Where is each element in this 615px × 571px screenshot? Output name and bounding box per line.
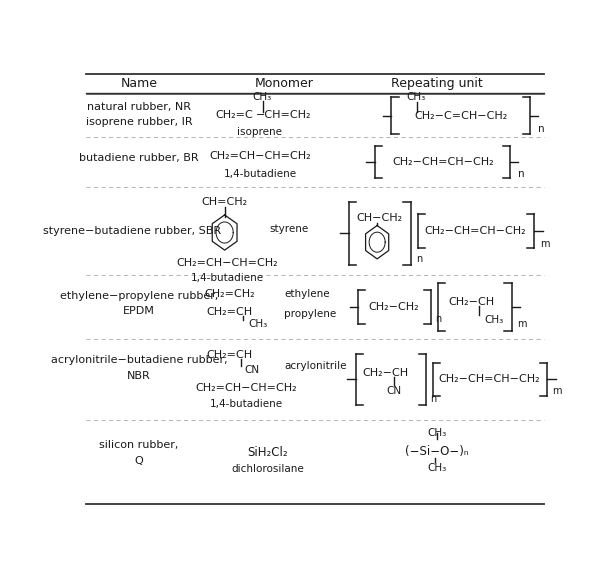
Text: CH=CH₂: CH=CH₂	[202, 197, 248, 207]
Text: CH₂−CH₂: CH₂−CH₂	[368, 302, 419, 312]
Text: Repeating unit: Repeating unit	[391, 77, 483, 90]
Text: CH₂−CH=CH−CH₂: CH₂−CH=CH−CH₂	[392, 157, 494, 167]
Text: CH₃: CH₃	[427, 463, 446, 473]
Text: isoprene rubber, IR: isoprene rubber, IR	[85, 117, 192, 127]
Text: CH₃: CH₃	[427, 428, 446, 437]
Text: n: n	[518, 169, 525, 179]
Text: CH₂=CH: CH₂=CH	[207, 307, 253, 317]
Text: acrylonitrile−butadiene rubber,: acrylonitrile−butadiene rubber,	[50, 356, 227, 365]
Text: m: m	[517, 319, 527, 329]
Text: −CH=CH₂: −CH=CH₂	[255, 110, 311, 120]
Text: CH₂−CH: CH₂−CH	[363, 368, 409, 378]
Text: m: m	[540, 239, 550, 248]
Text: acrylonitrile: acrylonitrile	[284, 361, 347, 371]
Text: CH₂=C: CH₂=C	[215, 110, 253, 120]
Text: isoprene: isoprene	[237, 127, 282, 137]
Text: ethylene−propylene rubber,: ethylene−propylene rubber,	[60, 291, 218, 301]
Text: CH₂=CH−CH=CH₂: CH₂=CH−CH=CH₂	[196, 383, 297, 393]
Text: CN: CN	[245, 365, 260, 375]
Text: CH₃: CH₃	[248, 319, 268, 329]
Text: SiH₂Cl₂: SiH₂Cl₂	[247, 446, 288, 459]
Text: CH₂=CH−CH=CH₂: CH₂=CH−CH=CH₂	[177, 258, 278, 268]
Text: CH₂=CH₂: CH₂=CH₂	[204, 288, 255, 299]
Text: m: m	[552, 386, 561, 396]
Text: propylene: propylene	[284, 309, 336, 319]
Text: EPDM: EPDM	[123, 306, 155, 316]
Text: n: n	[430, 394, 437, 404]
Text: styrene−butadiene rubber, SBR: styrene−butadiene rubber, SBR	[42, 226, 221, 236]
Text: CH−CH₂: CH−CH₂	[357, 213, 403, 223]
Text: (−Si−O−)ₙ: (−Si−O−)ₙ	[405, 445, 469, 457]
Text: CN: CN	[386, 386, 402, 396]
Text: Q: Q	[135, 456, 143, 466]
Text: CH₃: CH₃	[407, 92, 426, 102]
Text: styrene: styrene	[270, 224, 309, 234]
Text: CH₂=CH: CH₂=CH	[207, 350, 253, 360]
Text: CH₂=CH−CH=CH₂: CH₂=CH−CH=CH₂	[210, 151, 311, 162]
Text: natural rubber, NR: natural rubber, NR	[87, 102, 191, 112]
Text: CH₃: CH₃	[485, 315, 504, 325]
Text: 1,4-butadiene: 1,4-butadiene	[224, 169, 297, 179]
Text: NBR: NBR	[127, 371, 151, 381]
Text: CH₂−CH=CH−CH₂: CH₂−CH=CH−CH₂	[438, 375, 540, 384]
Text: dichlorosilane: dichlorosilane	[231, 464, 304, 475]
Text: CH₃: CH₃	[252, 92, 271, 102]
Text: n: n	[435, 313, 442, 324]
Text: 1,4-butadiene: 1,4-butadiene	[210, 399, 283, 408]
Text: n: n	[538, 124, 545, 134]
Text: butadiene rubber, BR: butadiene rubber, BR	[79, 153, 199, 163]
Text: 1,4-butadiene: 1,4-butadiene	[191, 274, 264, 283]
Text: ethylene: ethylene	[284, 288, 330, 299]
Text: Monomer: Monomer	[255, 77, 314, 90]
Text: silicon rubber,: silicon rubber,	[99, 440, 178, 451]
Text: CH₂−C=CH−CH₂: CH₂−C=CH−CH₂	[414, 111, 507, 120]
Text: CH₂−CH: CH₂−CH	[448, 296, 494, 307]
Text: CH₂−CH=CH−CH₂: CH₂−CH=CH−CH₂	[424, 226, 526, 236]
Text: Name: Name	[121, 77, 157, 90]
Text: n: n	[416, 254, 423, 264]
